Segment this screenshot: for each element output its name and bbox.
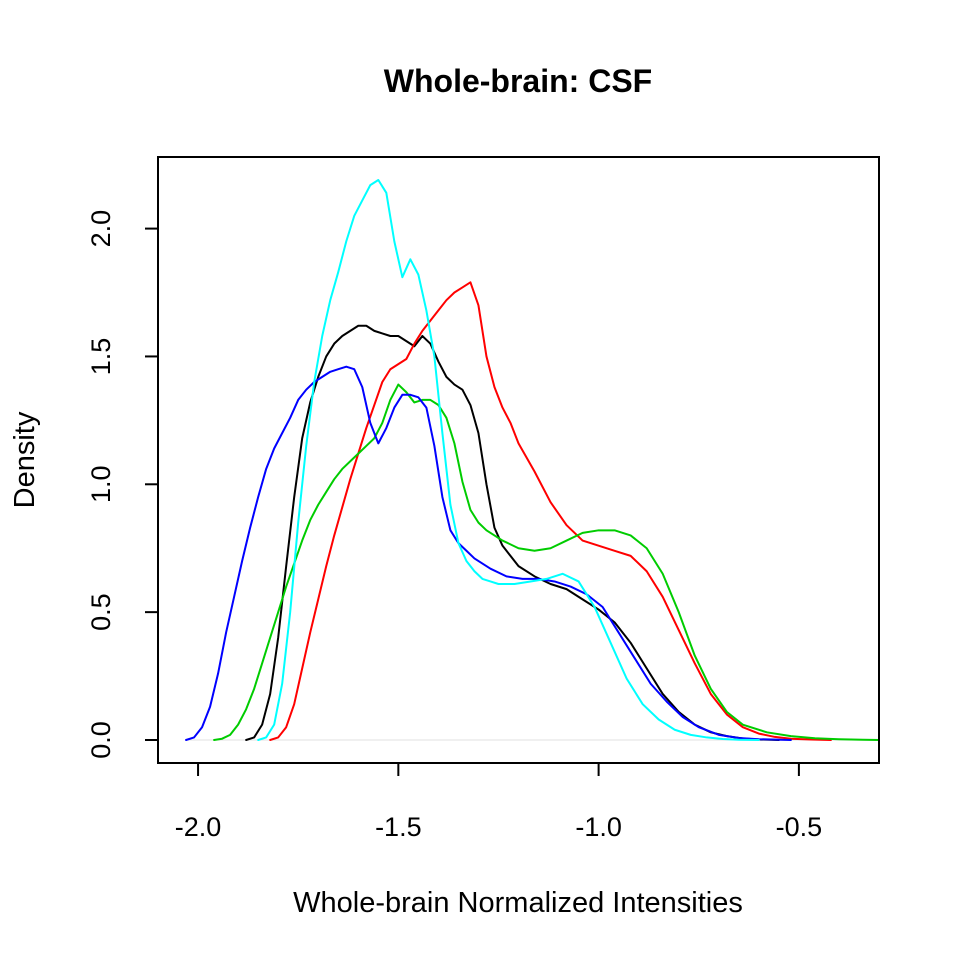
x-tick-label: -1.5 bbox=[375, 812, 422, 842]
chart-title: Whole-brain: CSF bbox=[384, 63, 652, 99]
x-tick-label: -0.5 bbox=[776, 812, 823, 842]
series-line-3 bbox=[213, 383, 880, 741]
y-tick-label: 0.0 bbox=[86, 721, 116, 759]
y-tick-label: 1.5 bbox=[86, 338, 116, 376]
series-line-4 bbox=[185, 365, 792, 741]
x-axis: -2.0 -1.5 -1.0 -0.5 bbox=[175, 762, 823, 842]
x-tick-label: -2.0 bbox=[175, 812, 222, 842]
y-tick-label: 1.0 bbox=[86, 466, 116, 504]
series-line-2 bbox=[269, 281, 832, 741]
y-tick-label: 2.0 bbox=[86, 210, 116, 248]
x-axis-label: Whole-brain Normalized Intensities bbox=[293, 887, 743, 919]
y-axis-label: Density bbox=[9, 411, 41, 508]
y-tick-label: 0.5 bbox=[86, 593, 116, 631]
series-line-5 bbox=[257, 179, 760, 741]
x-tick-label: -1.0 bbox=[575, 812, 622, 842]
series-group bbox=[185, 179, 880, 741]
y-axis: 0.0 0.5 1.0 1.5 2.0 bbox=[86, 210, 159, 759]
